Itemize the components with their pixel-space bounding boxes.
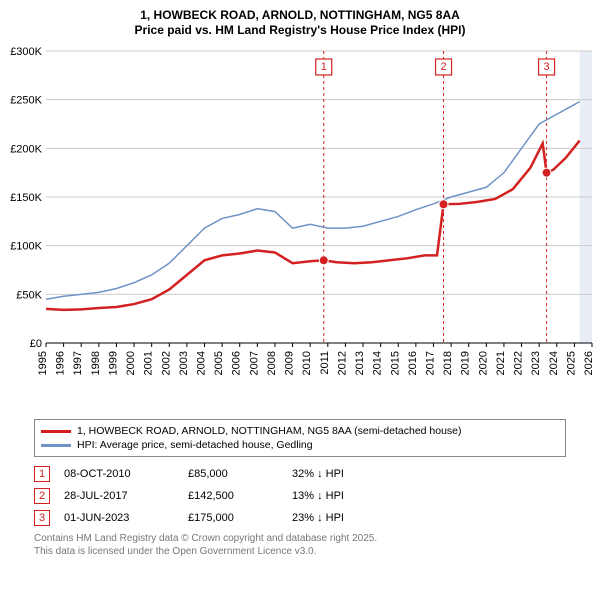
event-date: 01-JUN-2023: [64, 512, 174, 524]
x-tick-label: 1995: [37, 351, 49, 375]
y-tick-label: £100K: [10, 241, 42, 253]
chart-subtitle: Price paid vs. HM Land Registry's House …: [4, 23, 596, 37]
event-date: 08-OCT-2010: [64, 468, 174, 480]
x-tick-label: 2025: [565, 351, 577, 375]
event-row: 3 01-JUN-2023 £175,000 23% ↓ HPI: [34, 507, 566, 529]
series-hpi: [46, 102, 580, 300]
x-tick-label: 2009: [284, 351, 296, 375]
event-delta: 23% ↓ HPI: [292, 512, 344, 524]
event-date: 28-JUL-2017: [64, 490, 174, 502]
x-tick-label: 2001: [143, 351, 155, 375]
legend-row: 1, HOWBECK ROAD, ARNOLD, NOTTINGHAM, NG5…: [41, 424, 559, 438]
x-tick-label: 2019: [460, 351, 472, 375]
event-marker-number: 2: [440, 61, 446, 73]
chart-svg: £0 £50K £100K £150K £200K £250K £300K 1995 1996 1…: [4, 43, 596, 413]
event-delta: 13% ↓ HPI: [292, 490, 344, 502]
y-tick-label: £200K: [10, 143, 42, 155]
event-delta: 32% ↓ HPI: [292, 468, 344, 480]
y-tick-label: £0: [30, 338, 42, 350]
x-tick-label: 2007: [248, 351, 260, 375]
x-tick-label: 2004: [196, 351, 208, 375]
x-tick-label: 2026: [583, 351, 595, 375]
price-marker: [319, 256, 328, 265]
x-tick-label: 2008: [266, 351, 278, 375]
y-tick-label: £300K: [10, 46, 42, 58]
legend-row: HPI: Average price, semi-detached house,…: [41, 438, 559, 452]
event-price: £142,500: [188, 490, 278, 502]
event-row: 1 08-OCT-2010 £85,000 32% ↓ HPI: [34, 463, 566, 485]
legend-swatch: [41, 430, 71, 433]
y-tick-label: £50K: [16, 289, 42, 301]
x-tick-label: 1998: [90, 351, 102, 375]
x-tick-label: 2011: [319, 351, 331, 375]
x-tick-label: 2020: [477, 351, 489, 375]
x-tick-label: 1997: [72, 351, 84, 375]
x-tick-label: 2014: [372, 351, 384, 375]
x-tick-label: 2016: [407, 351, 419, 375]
event-number-box: 1: [34, 466, 50, 482]
price-marker: [542, 168, 551, 177]
x-tick-label: 2012: [336, 351, 348, 375]
x-tick-label: 2018: [442, 351, 454, 375]
event-number-box: 3: [34, 510, 50, 526]
x-tick-label: 2013: [354, 351, 366, 375]
event-row: 2 28-JUL-2017 £142,500 13% ↓ HPI: [34, 485, 566, 507]
chart-area: £0 £50K £100K £150K £200K £250K £300K 1995 1996 1…: [4, 43, 596, 413]
x-tick-label: 2002: [160, 351, 172, 375]
x-tick-label: 2015: [389, 351, 401, 375]
x-tick-label: 2024: [548, 351, 560, 375]
x-tick-label: 2003: [178, 351, 190, 375]
event-marker-number: 3: [543, 61, 549, 73]
footer-line-1: Contains HM Land Registry data © Crown c…: [34, 533, 566, 546]
event-number-box: 2: [34, 488, 50, 504]
x-tick-label: 1996: [55, 351, 67, 375]
legend-label: 1, HOWBECK ROAD, ARNOLD, NOTTINGHAM, NG5…: [77, 425, 462, 437]
x-tick-label: 2017: [424, 351, 436, 375]
price-marker: [439, 200, 448, 209]
event-marker-number: 1: [321, 61, 327, 73]
x-tick-label: 2000: [125, 351, 137, 375]
event-price: £175,000: [188, 512, 278, 524]
x-tick-label: 2010: [301, 351, 313, 375]
events-table: 1 08-OCT-2010 £85,000 32% ↓ HPI 2 28-JUL-2017…: [34, 463, 566, 529]
footer-line-2: This data is licensed under the Open Gov…: [34, 546, 566, 559]
y-tick-label: £150K: [10, 192, 42, 204]
chart-title: 1, HOWBECK ROAD, ARNOLD, NOTTINGHAM, NG5…: [4, 8, 596, 22]
legend-label: HPI: Average price, semi-detached house,…: [77, 439, 313, 451]
x-tick-label: 2022: [513, 351, 525, 375]
event-price: £85,000: [188, 468, 278, 480]
legend-swatch: [41, 444, 71, 447]
legend: 1, HOWBECK ROAD, ARNOLD, NOTTINGHAM, NG5…: [34, 419, 566, 457]
x-tick-label: 2006: [231, 351, 243, 375]
x-tick-label: 1999: [107, 351, 119, 375]
y-tick-label: £250K: [10, 95, 42, 107]
x-tick-label: 2021: [495, 351, 507, 375]
footer-attribution: Contains HM Land Registry data © Crown c…: [34, 533, 566, 558]
x-tick-label: 2005: [213, 351, 225, 375]
x-tick-label: 2023: [530, 351, 542, 375]
